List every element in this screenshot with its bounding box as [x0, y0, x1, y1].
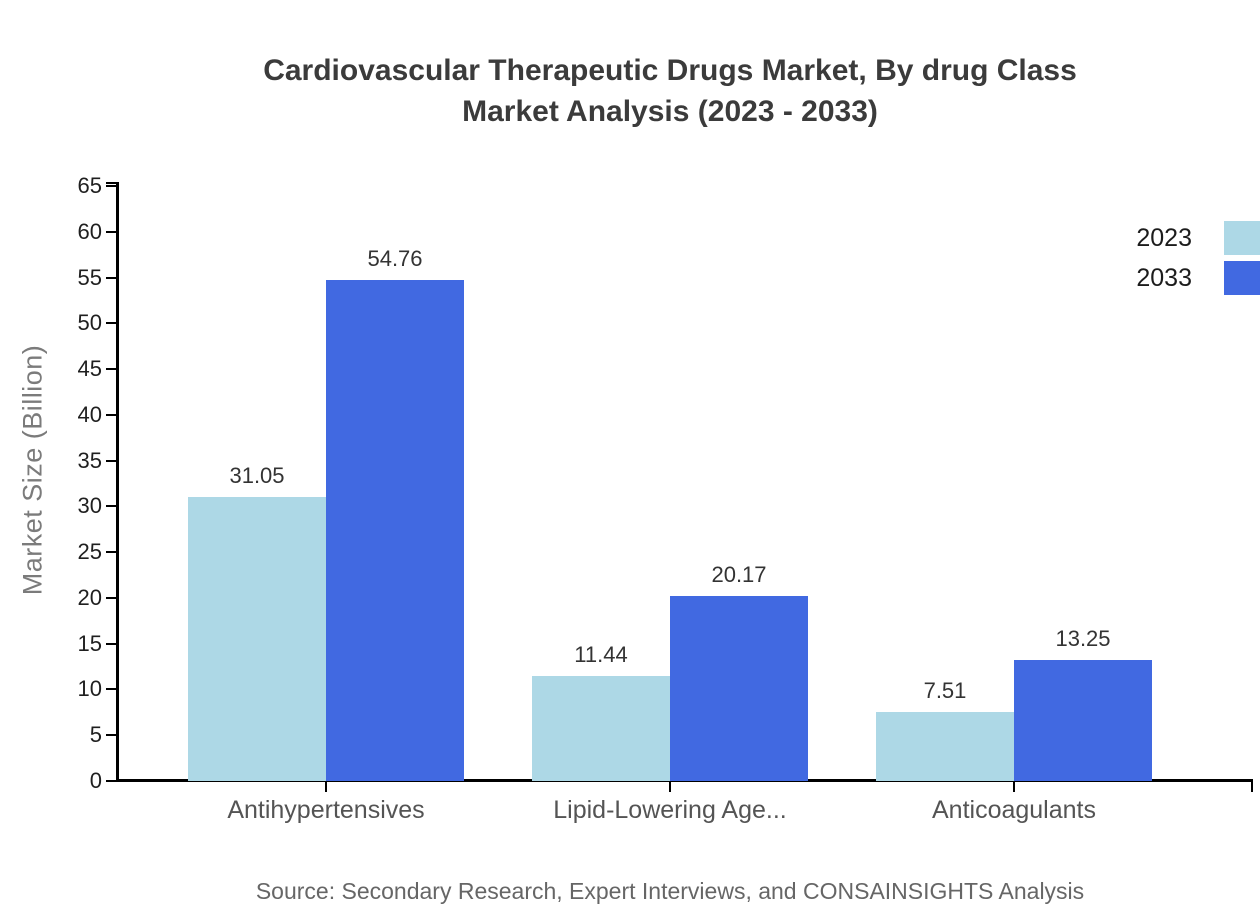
bar-2033-antihypertensives[interactable]	[326, 280, 464, 781]
y-axis-tick-label-0: 0	[89, 768, 102, 793]
y-axis-tick-30	[106, 505, 117, 507]
bar-2023-antihypertensives[interactable]	[188, 497, 326, 781]
y-axis-tick-25	[106, 551, 117, 553]
y-axis-tick-label-40: 40	[77, 402, 102, 427]
data-label-2023-1: 31.05	[229, 463, 285, 488]
data-label-2033-3: 13.25	[1055, 626, 1111, 651]
bar-2033-lipid-lowering-age-[interactable]	[670, 596, 808, 781]
x-axis-end-cap	[1251, 781, 1253, 792]
y-axis-tick-label-15: 15	[77, 631, 102, 656]
y-axis-tick-50	[106, 322, 117, 324]
y-axis-tick-65	[106, 185, 117, 187]
x-axis-tick-1	[325, 781, 327, 792]
data-label-2023-2: 11.44	[574, 642, 628, 667]
y-axis-tick-label-45: 45	[77, 356, 102, 381]
y-axis-tick-45	[106, 368, 117, 370]
data-label-2033-1: 54.76	[367, 246, 423, 271]
y-axis-tick-35	[106, 460, 117, 462]
category-label-1: Antihypertensives	[227, 796, 425, 824]
y-axis-tick-5	[106, 734, 117, 736]
category-label-3: Anticoagulants	[931, 796, 1096, 824]
category-label-2: Lipid-Lowering Age...	[553, 796, 787, 824]
y-axis-tick-15	[106, 643, 117, 645]
y-axis-tick-label-55: 55	[77, 265, 102, 290]
data-label-2033-2: 20.17	[711, 562, 767, 587]
x-axis-tick-2	[669, 781, 671, 792]
y-axis-tick-60	[106, 231, 117, 233]
bar-2023-anticoagulants[interactable]	[876, 712, 1014, 781]
y-axis-tick-40	[106, 414, 117, 416]
y-axis-end-cap	[106, 182, 117, 184]
bar-2023-lipid-lowering-age-[interactable]	[532, 676, 670, 781]
legend-label-2033[interactable]: 2033	[1136, 264, 1192, 292]
y-axis-tick-label-5: 5	[89, 722, 102, 747]
legend-swatch-2023-icon[interactable]	[1224, 221, 1260, 255]
chart-title-line2: Market Analysis (2023 - 2033)	[462, 95, 878, 128]
chart-title-line1: Cardiovascular Therapeutic Drugs Market,…	[263, 54, 1077, 87]
y-axis-line	[116, 182, 119, 782]
y-axis-tick-label-30: 30	[77, 493, 102, 518]
data-label-2023-3: 7.51	[923, 678, 967, 703]
y-axis-tick-0	[106, 780, 117, 782]
y-axis-tick-20	[106, 597, 117, 599]
y-axis-tick-label-50: 50	[77, 310, 102, 335]
legend-label-2023[interactable]: 2023	[1136, 224, 1192, 252]
x-axis-tick-3	[1013, 781, 1015, 792]
y-axis-tick-55	[106, 277, 117, 279]
y-axis-tick-label-35: 35	[77, 448, 102, 473]
y-axis-tick-label-10: 10	[77, 676, 102, 701]
chart-title: Cardiovascular Therapeutic Drugs Market,…	[0, 50, 1260, 132]
y-axis-tick-label-25: 25	[77, 539, 102, 564]
bar-2033-anticoagulants[interactable]	[1014, 660, 1152, 781]
y-axis-tick-10	[106, 688, 117, 690]
y-axis-tick-label-60: 60	[77, 219, 102, 244]
source-note: Source: Secondary Research, Expert Inter…	[255, 878, 1085, 904]
y-axis-tick-label-65: 65	[77, 173, 102, 198]
legend-swatch-2033-icon[interactable]	[1224, 261, 1260, 295]
y-axis-tick-label-20: 20	[77, 585, 102, 610]
